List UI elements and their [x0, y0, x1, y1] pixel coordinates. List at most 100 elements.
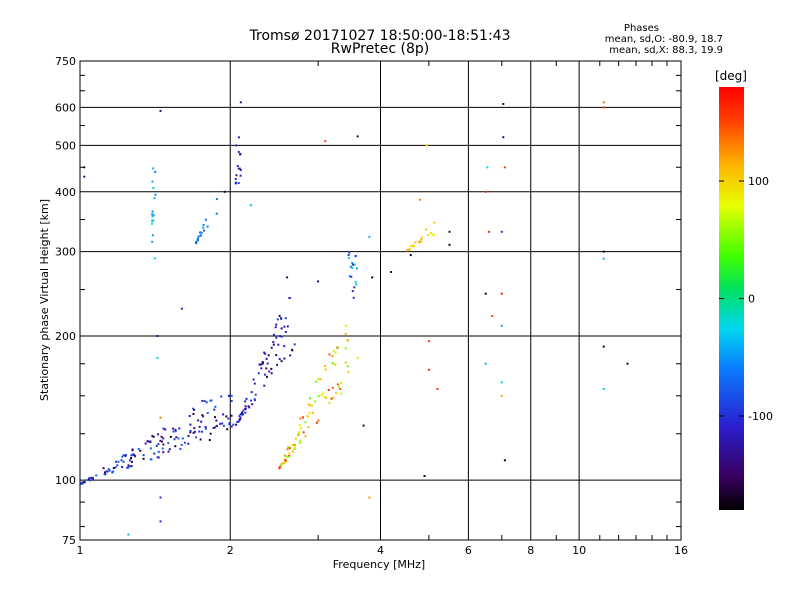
data-point [222, 424, 225, 427]
stats-x-mode: mean, sd,X: 88.3, 19.9 [609, 45, 723, 56]
colorbar-ticks: -100 0 100 [719, 175, 773, 423]
data-point [214, 416, 216, 419]
data-point [311, 411, 314, 414]
data-point [152, 219, 155, 222]
data-point [232, 423, 235, 426]
data-point [330, 397, 333, 400]
data-point [280, 317, 283, 320]
data-point [427, 368, 430, 371]
data-point [264, 373, 267, 376]
data-point [340, 392, 343, 395]
data-point [266, 375, 268, 378]
data-point [283, 325, 286, 328]
data-point [332, 396, 335, 399]
data-point [235, 423, 238, 426]
data-point [239, 174, 242, 177]
data-point [433, 234, 436, 237]
data-point [351, 266, 354, 269]
data-point [423, 475, 426, 477]
data-point [83, 481, 86, 484]
data-point [237, 167, 240, 170]
data-point [239, 416, 242, 419]
data-point [152, 167, 155, 170]
data-point [275, 323, 278, 326]
y-tick-label: 75 [62, 534, 76, 547]
data-point [230, 425, 233, 428]
data-point [297, 432, 300, 435]
data-point [308, 404, 311, 407]
data-point [317, 419, 320, 422]
data-point [334, 351, 337, 354]
data-point [203, 229, 205, 232]
colorbar-tick-label: 100 [748, 175, 769, 188]
data-point [159, 520, 162, 523]
data-point [230, 400, 233, 402]
data-point [151, 222, 153, 225]
data-point [215, 212, 218, 215]
data-point [349, 265, 352, 268]
data-point [500, 381, 503, 384]
data-point [280, 360, 283, 363]
data-point [239, 413, 242, 416]
data-point [427, 234, 430, 237]
data-point [334, 363, 337, 366]
data-point [180, 443, 183, 446]
data-point [602, 257, 605, 260]
data-point [122, 460, 125, 463]
data-point [201, 399, 204, 402]
data-point [302, 431, 305, 434]
data-point [340, 382, 342, 385]
data-point [108, 469, 111, 472]
y-tick-label: 200 [55, 330, 76, 343]
data-point [281, 462, 284, 465]
data-point [260, 367, 263, 370]
data-point [261, 363, 264, 365]
data-point [355, 267, 358, 270]
data-point [299, 417, 302, 420]
data-point [408, 248, 411, 251]
data-point [128, 459, 131, 462]
y-tick-label: 500 [55, 139, 76, 152]
data-point [270, 367, 273, 370]
data-point [239, 101, 242, 104]
data-point [198, 425, 201, 428]
data-point [230, 414, 233, 417]
data-point [214, 405, 217, 408]
chart-title: Tromsø 20171027 18:50:00-18:51:43 [249, 28, 511, 44]
data-point [83, 175, 86, 178]
data-point [169, 435, 172, 438]
data-point [292, 450, 294, 453]
data-point [239, 153, 241, 156]
data-point [202, 224, 205, 226]
data-point [181, 437, 184, 440]
data-point [286, 455, 289, 458]
data-point [500, 394, 503, 397]
data-point [244, 408, 247, 411]
data-point [175, 436, 178, 439]
data-point [237, 150, 240, 153]
data-point [235, 144, 238, 147]
data-point [237, 136, 240, 139]
data-point [248, 406, 251, 409]
data-point [196, 239, 199, 242]
data-point [199, 438, 202, 441]
data-point [319, 378, 322, 381]
y-tick-label: 600 [55, 101, 76, 114]
data-point [293, 448, 296, 451]
data-point [151, 213, 154, 216]
data-point [602, 101, 605, 104]
data-point [215, 198, 218, 201]
data-point [134, 455, 137, 458]
data-point [300, 427, 303, 430]
x-tick-label: 16 [674, 544, 688, 557]
data-point [277, 343, 280, 346]
data-point [306, 415, 309, 418]
data-point [198, 430, 201, 433]
data-point [131, 449, 134, 452]
data-point [315, 380, 318, 383]
data-point [325, 396, 327, 399]
data-point [272, 343, 275, 346]
data-point [308, 412, 311, 415]
data-point [204, 218, 207, 221]
data-point [348, 251, 351, 254]
